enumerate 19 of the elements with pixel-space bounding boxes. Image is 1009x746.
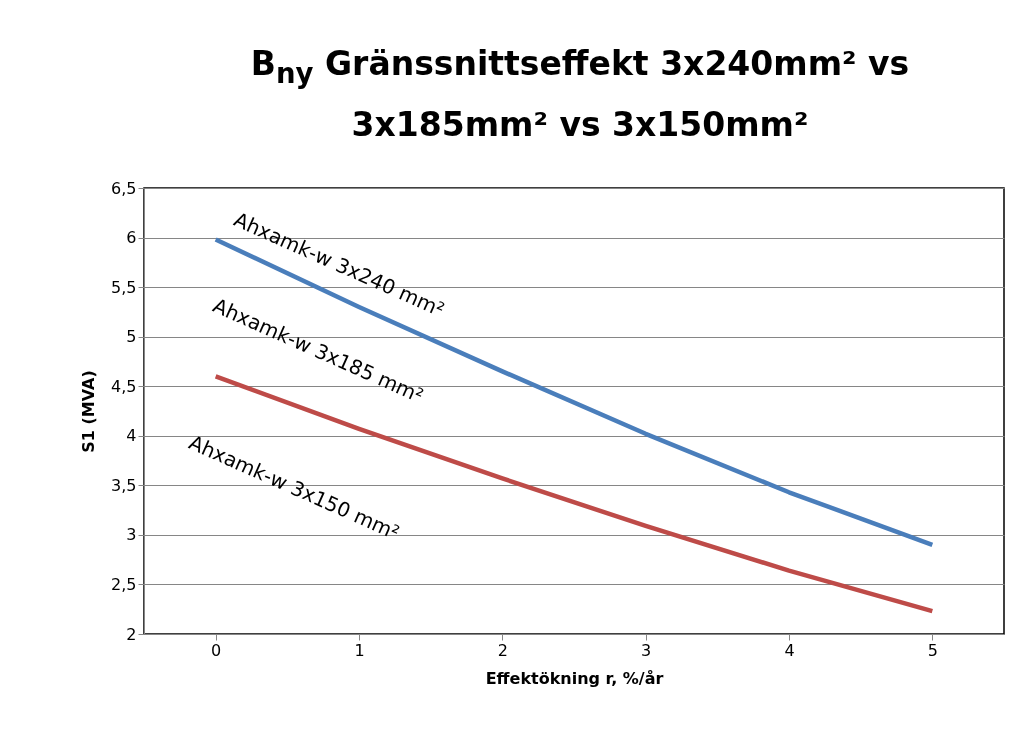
y-tick-label: 4,5 (111, 376, 137, 396)
y-axis-title: S1 (MVA) (79, 370, 99, 453)
y-tick-label: 2 (126, 624, 137, 644)
x-tick-label: 5 (927, 640, 938, 660)
y-tick-label: 3 (126, 525, 137, 545)
y-tick-label: 6,5 (111, 178, 137, 198)
y-tick-label: 6 (126, 228, 137, 248)
chart-title: B$_{ny}$ Gränssnittseffekt 3x240mm² vs 3x185mm² vs 3x150mm² (249, 43, 911, 146)
x-tick-label: 2 (497, 640, 508, 660)
y-tick-label: 5 (126, 327, 137, 347)
y-tick-label: 2,5 (111, 574, 137, 594)
x-tick-label: 1 (354, 640, 365, 660)
x-tick-label: 4 (784, 640, 795, 660)
x-tick-label: 3 (641, 640, 652, 660)
x-tick-label: 0 (211, 640, 222, 660)
y-tick-label: 5,5 (111, 277, 137, 297)
x-axis-title: Effektökning r, %/år (485, 668, 664, 688)
y-tick-label: 3,5 (111, 475, 137, 495)
y-tick-label: 4 (126, 426, 137, 446)
